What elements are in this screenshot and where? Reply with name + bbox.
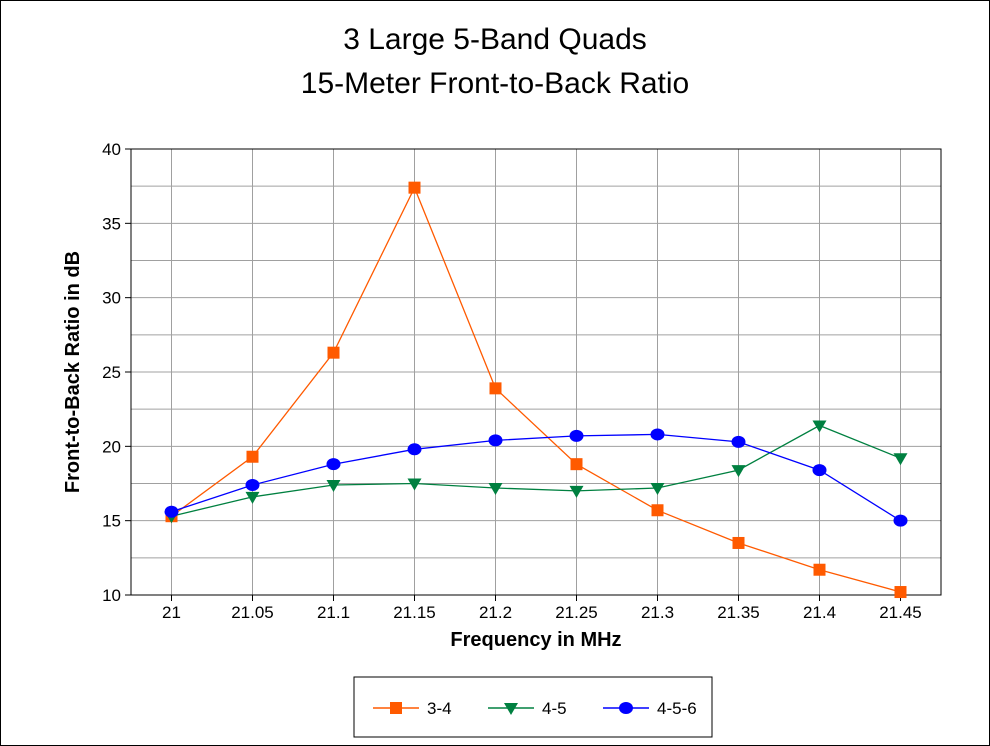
data-point-3-4 [408,181,421,194]
data-point-3-4 [894,586,907,599]
series-3-4 [165,181,907,599]
x-axis-label: Frequency in MHz [450,629,621,651]
y-tick-label: 40 [102,140,121,159]
series-4-5 [164,420,908,524]
x-tick-label: 21.25 [555,603,598,622]
data-point-4-5-6 [569,429,584,442]
data-point-3-4 [489,382,502,395]
legend-label-4-5-6: 4-5-6 [657,699,697,718]
data-point-4-5 [407,478,422,491]
x-tick-label: 21.35 [717,603,760,622]
data-point-4-5 [326,479,341,492]
legend: 3-4 4-5 4-5-6 [353,676,713,738]
series-line-3-4 [171,186,901,593]
data-point-4-5-6 [407,443,422,456]
data-point-4-5-6 [893,514,908,527]
data-point-3-4 [570,458,583,471]
legend-marker-4-5 [504,703,518,715]
legend-label-4-5: 4-5 [542,699,567,718]
x-tick-label: 21.45 [879,603,922,622]
data-point-4-5 [731,465,746,478]
x-tick-label: 21.15 [393,603,436,622]
legend-entry-4-5-6: 4-5-6 [603,699,697,718]
grid [131,149,941,595]
y-axis-label: Front-to-Back Ratio in dB [62,251,84,493]
data-point-4-5-6 [245,478,260,491]
data-point-4-5 [893,453,908,466]
y-tick-label: 20 [102,437,121,456]
data-point-3-4 [813,563,826,576]
y-tick-label: 15 [102,512,121,531]
legend-marker-4-5-6 [619,702,633,714]
data-point-4-5 [812,420,827,433]
legend-box [353,676,713,738]
data-point-4-5-6 [812,464,827,477]
data-point-4-5 [488,482,503,495]
chart-title-line-1: 3 Large 5-Band Quads [343,23,647,56]
x-tick-label: 21.05 [231,603,274,622]
data-point-4-5-6 [326,458,341,471]
x-tick-label: 21.2 [479,603,512,622]
data-point-4-5 [245,491,260,504]
y-axis-ticks: 10 15 20 25 30 35 40 [102,140,131,605]
data-point-3-4 [732,536,745,549]
x-tick-label: 21.4 [803,603,836,622]
series-4-5-6 [164,428,908,527]
data-point-3-4 [246,450,259,463]
data-point-4-5 [569,485,584,498]
x-tick-label: 21 [162,603,181,622]
data-point-4-5 [650,482,665,495]
series-lines [164,181,908,599]
y-tick-label: 10 [102,586,121,605]
legend-entry-4-5: 4-5 [488,699,567,718]
y-tick-label: 35 [102,214,121,233]
chart-title: 3 Large 5-Band Quads 15-Meter Front-to-B… [301,23,689,100]
x-tick-label: 21.3 [641,603,674,622]
data-point-4-5-6 [731,435,746,448]
data-point-3-4 [651,504,664,517]
y-tick-label: 30 [102,289,121,308]
legend-label-3-4: 3-4 [427,699,452,718]
series-line-4-5-6 [171,433,901,522]
data-point-4-5-6 [650,428,665,441]
x-axis-ticks: 21 21.05 21.1 21.15 21.2 21.25 21.3 21.35 21.4 21… [162,595,922,622]
data-point-4-5-6 [488,434,503,447]
x-tick-label: 21.1 [317,603,350,622]
y-tick-label: 25 [102,363,121,382]
data-point-3-4 [327,346,340,359]
legend-marker-3-4 [390,702,402,714]
legend-entry-3-4: 3-4 [373,699,452,718]
series-line-4-5 [171,424,901,517]
chart-title-line-2: 15-Meter Front-to-Back Ratio [301,67,689,100]
data-point-4-5-6 [164,505,179,518]
